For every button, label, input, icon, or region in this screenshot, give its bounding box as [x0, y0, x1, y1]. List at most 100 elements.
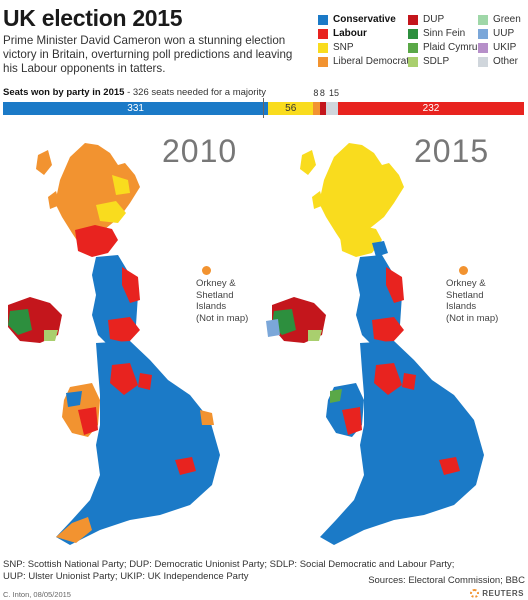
scotland-snp-seats [96, 201, 126, 223]
seat-segment-snp: 56 [268, 102, 314, 115]
uk-map-2010 [8, 143, 220, 545]
orkney-note: Orkney & Shetland Islands (Not in map) [196, 278, 248, 324]
london-seats [175, 457, 196, 475]
northeast-labour [386, 267, 404, 303]
footnote-line-1: SNP: Scottish National Party; DUP: Democ… [3, 559, 455, 570]
seats-bar: 331 56 232 [3, 102, 524, 115]
legend-column-1: Conservative Labour SNP Liberal Democrat… [318, 13, 414, 69]
legend-swatch [318, 57, 328, 67]
orkney-line-3: Islands [446, 301, 477, 312]
sources-note: Sources: Electoral Commission; BBC [368, 575, 525, 586]
map-2015: 2015 Orkney & Shetland Islands (Not in m… [264, 125, 528, 555]
seat-segment-conservative: 331 [3, 102, 269, 115]
legend-label: Green [493, 14, 521, 25]
wales-plaid [330, 389, 342, 403]
legend-item-green: Green [478, 13, 521, 27]
reuters-wordmark: REUTERS [482, 589, 524, 598]
seat-segment-labour: 232 [338, 102, 524, 115]
uk-map-2015 [266, 143, 484, 545]
island-skye [48, 191, 60, 209]
seat-segment-other [326, 102, 339, 115]
midlands-labour-2 [402, 373, 416, 390]
wales-labour [342, 407, 362, 435]
footnote: SNP: Scottish National Party; DUP: Democ… [3, 559, 525, 583]
london-seats [439, 457, 460, 475]
reuters-logo: REUTERS [470, 589, 524, 598]
legend-item-libdem: Liberal Democrats [318, 55, 414, 69]
northeast-labour [122, 267, 140, 303]
scotland-borders-tory [372, 241, 388, 257]
legend-label: UUP [493, 28, 515, 39]
legend-swatch [318, 43, 328, 53]
legend-swatch [318, 29, 328, 39]
legend-column-3: Green UUP UKIP Other [478, 13, 521, 69]
orkney-line-4: (Not in map) [196, 312, 249, 324]
legend-label: Liberal Democrats [333, 56, 415, 67]
scotland-region [319, 143, 404, 250]
legend-swatch [318, 15, 328, 25]
small-seat-label: 15 [329, 88, 340, 98]
yorkshire-labour [372, 317, 404, 343]
orkney-line-4: (Not in map) [446, 312, 499, 324]
scotland-north-snp [112, 175, 130, 195]
footnote-line-2: UUP: Ulster Unionist Party; UKIP: UK Ind… [3, 571, 249, 582]
orkney-line-3: Islands [196, 301, 227, 312]
legend-item-sdlp: SDLP [408, 55, 477, 69]
seats-caption-bold: Seats won by party in 2015 [3, 87, 125, 98]
midlands-south [320, 341, 484, 545]
orkney-note: Orkney & Shetland Islands (Not in map) [446, 278, 498, 324]
legend-label: Plaid Cymru [423, 42, 478, 53]
legend-item-sinn-fein: Sinn Fein [408, 27, 477, 41]
legend-column-2: DUP Sinn Fein Plaid Cymru SDLP [408, 13, 477, 69]
legend-label: Other [493, 56, 519, 67]
legend-swatch [408, 43, 418, 53]
seat-segment-liberal-democrats [313, 102, 320, 115]
reuters-dots-icon [470, 589, 480, 598]
legend-item-plaid-cymru: Plaid Cymru [408, 41, 477, 55]
wales-tory [66, 391, 82, 407]
legend-label: UKIP [493, 42, 517, 53]
legend-item-uup: UUP [478, 27, 521, 41]
legend-label: Conservative [333, 14, 396, 25]
scotland-south [339, 225, 382, 257]
seats-caption-rest: - 326 seats needed for a majority [124, 87, 266, 98]
small-seat-label: 8 [313, 88, 319, 98]
legend-item-labour: Labour [318, 27, 414, 41]
wales-labour [78, 407, 98, 435]
page-title: UK election 2015 [3, 5, 183, 31]
midlands-labour-2 [138, 373, 152, 390]
map-year-label: 2010 [162, 133, 238, 169]
legend-swatch [408, 29, 418, 39]
legend-label: Sinn Fein [423, 28, 466, 39]
orkney-line-1: Orkney & [196, 278, 236, 289]
ni-sdlp [308, 330, 322, 341]
legend-swatch [478, 15, 488, 25]
southwest-libdem [56, 517, 92, 543]
orkney-line-2: Shetland [446, 289, 484, 301]
legend-item-snp: SNP [318, 41, 414, 55]
legend-label: DUP [423, 14, 445, 25]
midlands-labour-1 [374, 363, 402, 395]
page-description: Prime Minister David Cameron won a stunn… [3, 34, 293, 75]
legend-swatch [408, 15, 418, 25]
legend-swatch [408, 57, 418, 67]
midlands-labour-1 [110, 363, 138, 395]
legend-item-conservative: Conservative [318, 13, 414, 27]
scotland-region [55, 143, 140, 250]
ni-sdlp [44, 330, 58, 341]
small-seat-label: 8 [319, 88, 325, 98]
island-lewis [300, 150, 316, 175]
island-lewis [36, 150, 52, 175]
orkney-line-2: Shetland [196, 289, 234, 301]
legend-label: SNP [333, 42, 354, 53]
scotland-labour-belt [75, 225, 118, 257]
legend-item-ukip: UKIP [478, 41, 521, 55]
ni-uup [266, 319, 280, 337]
orkney-line-1: Orkney & [446, 278, 486, 289]
seat-segment-dup [319, 102, 326, 115]
east-libdem [200, 410, 214, 425]
orkney-marker [459, 266, 468, 275]
map-2010: 2010 Orkney & Shetland Islands (Not in m… [0, 125, 264, 555]
legend-swatch [478, 43, 488, 53]
legend-label: Labour [333, 28, 367, 39]
